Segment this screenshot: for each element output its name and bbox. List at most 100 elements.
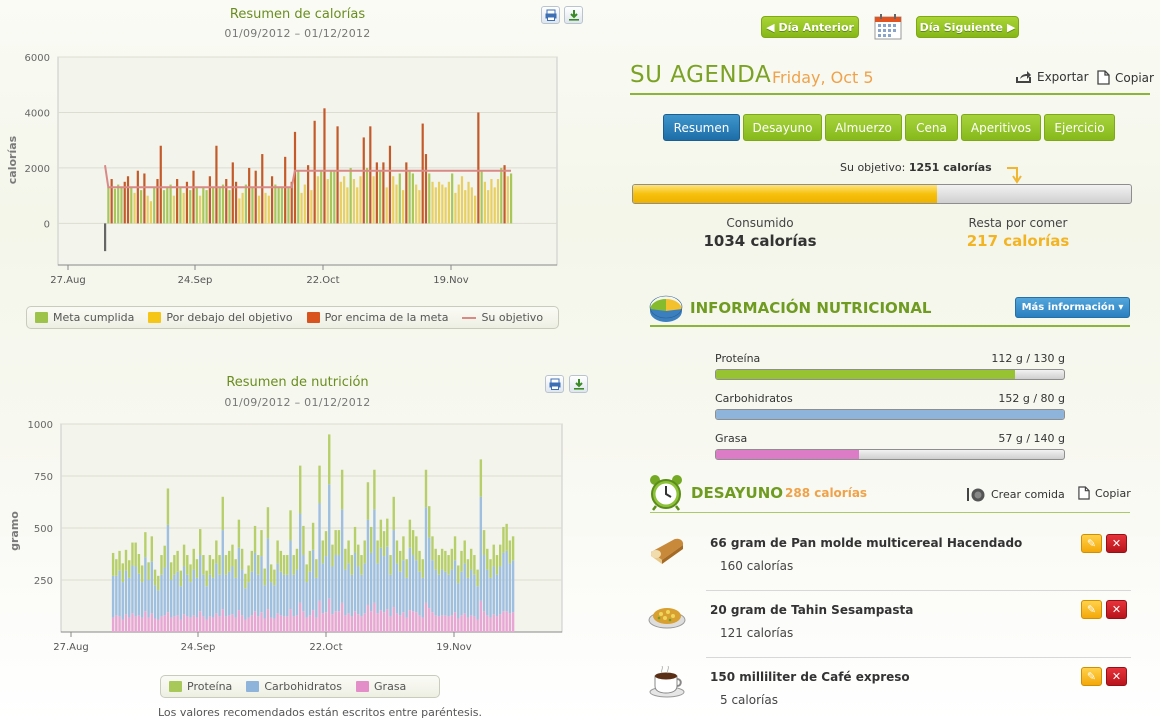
- download-chart-button[interactable]: [569, 375, 588, 393]
- nutrition-bar-segment: [395, 540, 399, 564]
- calorie-bar: [313, 120, 316, 224]
- nutrition-bar-segment: [360, 555, 363, 575]
- nutrition-bar-segment: [408, 547, 412, 611]
- food-name[interactable]: 150 milliliter de Café expreso: [710, 670, 910, 684]
- nutrition-bar-segment: [366, 519, 370, 605]
- nutrition-bar-segment: [450, 569, 454, 616]
- calorie-bar: [398, 173, 401, 224]
- carbs-bar-fill: [716, 410, 1064, 419]
- tab-label: Cena: [916, 120, 947, 135]
- legend-item-grasa[interactable]: Grasa: [356, 680, 406, 693]
- nutrition-bar-segment: [189, 617, 192, 632]
- nutrition-bar-segment: [169, 580, 173, 618]
- export-link[interactable]: Exportar: [1015, 70, 1089, 84]
- nutrition-bar-segment: [244, 588, 247, 620]
- nutrition-bar-segment: [137, 573, 141, 616]
- edit-food-button[interactable]: ✎: [1081, 667, 1102, 686]
- tab-resumen[interactable]: Resumen: [663, 114, 740, 141]
- nutrition-bar-segment: [295, 548, 299, 570]
- nutrition-bar-segment: [482, 611, 486, 632]
- tab-desayuno[interactable]: Desayuno: [743, 114, 822, 141]
- nutrition-bar-segment: [160, 616, 163, 632]
- tab-ejercicio[interactable]: Ejercicio: [1044, 114, 1115, 141]
- nutrition-bar-segment: [473, 574, 476, 617]
- calories-chart-subtitle: 01/09/2012 – 01/12/2012: [224, 27, 371, 40]
- legend-item-carbohidratos[interactable]: Carbohidratos: [246, 680, 342, 693]
- legend-item-por-encima[interactable]: Por encima de la meta: [306, 311, 448, 324]
- nutrition-bar-segment: [137, 554, 141, 574]
- nutrition-bar-segment: [224, 616, 228, 632]
- calorie-bar: [143, 173, 146, 224]
- calorie-bar: [339, 181, 342, 224]
- print-chart-button[interactable]: [545, 375, 564, 393]
- nutrition-bar-segment: [228, 550, 231, 572]
- nutrition-bar-segment: [228, 615, 231, 632]
- previous-day-button[interactable]: ◀ Día Anterior: [761, 16, 859, 38]
- copy-agenda-link[interactable]: Copiar: [1097, 70, 1154, 85]
- calorie-bar: [126, 176, 130, 224]
- edit-food-button[interactable]: ✎: [1081, 534, 1102, 553]
- nutrition-bar-segment: [250, 615, 254, 632]
- nutrition-bar-segment: [173, 555, 176, 575]
- nutrition-bar-segment: [347, 613, 350, 632]
- tab-almuerzo[interactable]: Almuerzo: [825, 114, 902, 141]
- delete-food-button[interactable]: ✕: [1106, 600, 1127, 619]
- tab-cena[interactable]: Cena: [905, 114, 958, 141]
- nutrition-bar-segment: [253, 552, 257, 612]
- calendar-icon[interactable]: [874, 14, 902, 40]
- calorie-bar: [104, 223, 107, 252]
- tab-aperitivos[interactable]: Aperitivos: [961, 114, 1041, 141]
- download-chart-button[interactable]: [564, 6, 583, 24]
- next-day-button[interactable]: Día Siguiente ▶: [916, 16, 1019, 38]
- protein-label: Proteína: [715, 352, 761, 365]
- delete-food-button[interactable]: ✕: [1106, 534, 1127, 553]
- nutrition-bar-segment: [128, 617, 131, 632]
- calorie-bar: [434, 187, 437, 224]
- create-meal-link[interactable]: Crear comida: [966, 486, 1065, 502]
- nutrition-bar-segment: [324, 531, 328, 557]
- calorie-bar: [172, 195, 175, 224]
- nutrition-bar-segment: [450, 615, 454, 632]
- legend-item-su-objetivo[interactable]: Su objetivo: [462, 311, 543, 324]
- nutrition-bar-segment: [350, 574, 354, 617]
- legend-item-proteina[interactable]: Proteína: [169, 680, 232, 693]
- food-name[interactable]: 66 gram de Pan molde multicereal Hacenda…: [710, 536, 1023, 550]
- nutrition-bar-segment: [111, 552, 115, 576]
- nutrition-bar-segment: [476, 569, 479, 587]
- food-name[interactable]: 20 gram de Tahin Sesampasta: [710, 603, 914, 617]
- legend-item-meta-cumplida[interactable]: Meta cumplida: [35, 311, 134, 324]
- nutrition-bar-segment: [318, 503, 321, 601]
- copy-breakfast-link[interactable]: Copiar: [1078, 486, 1131, 500]
- delete-food-button[interactable]: ✕: [1106, 667, 1127, 686]
- calorie-bar: [356, 187, 359, 224]
- nutrition-bar-segment: [118, 616, 121, 632]
- nutrition-bar-segment: [344, 548, 347, 570]
- edit-food-button[interactable]: ✎: [1081, 600, 1102, 619]
- nutrition-bar-segment: [328, 598, 331, 632]
- nutrition-bar-segment: [231, 544, 234, 567]
- nutrition-bar-segment: [440, 548, 444, 570]
- nutrition-bar-segment: [286, 555, 289, 575]
- more-info-button[interactable]: Más información ▾: [1015, 297, 1130, 318]
- nutrition-bar-segment: [408, 519, 412, 548]
- nutrition-bar-segment: [476, 619, 479, 632]
- previous-day-label: Día Anterior: [778, 20, 854, 34]
- calorie-bar: [316, 176, 320, 224]
- nutrition-bar-segment: [498, 614, 502, 632]
- nutrition-bar-segment: [266, 507, 270, 539]
- nutrition-bar-segment: [115, 615, 118, 632]
- nutrition-bar-segment: [302, 555, 305, 612]
- legend-item-por-debajo[interactable]: Por debajo del objetivo: [148, 311, 293, 324]
- nutrition-bar-segment: [240, 615, 244, 632]
- nutrition-bar-segment: [311, 610, 315, 632]
- nutrition-bar-segment: [424, 469, 428, 508]
- nutrition-bar-segment: [205, 586, 208, 620]
- nutrition-bar-segment: [218, 616, 221, 632]
- nutrition-bar-segment: [260, 530, 263, 557]
- nutrition-bar-segment: [292, 616, 295, 632]
- nutrition-bar-segment: [508, 563, 512, 614]
- nutrition-chart-legend: Proteína Carbohidratos Grasa: [160, 675, 440, 698]
- print-chart-button[interactable]: [541, 6, 560, 24]
- nutrition-bar-segment: [489, 577, 492, 618]
- nutrition-bar-segment: [482, 530, 486, 556]
